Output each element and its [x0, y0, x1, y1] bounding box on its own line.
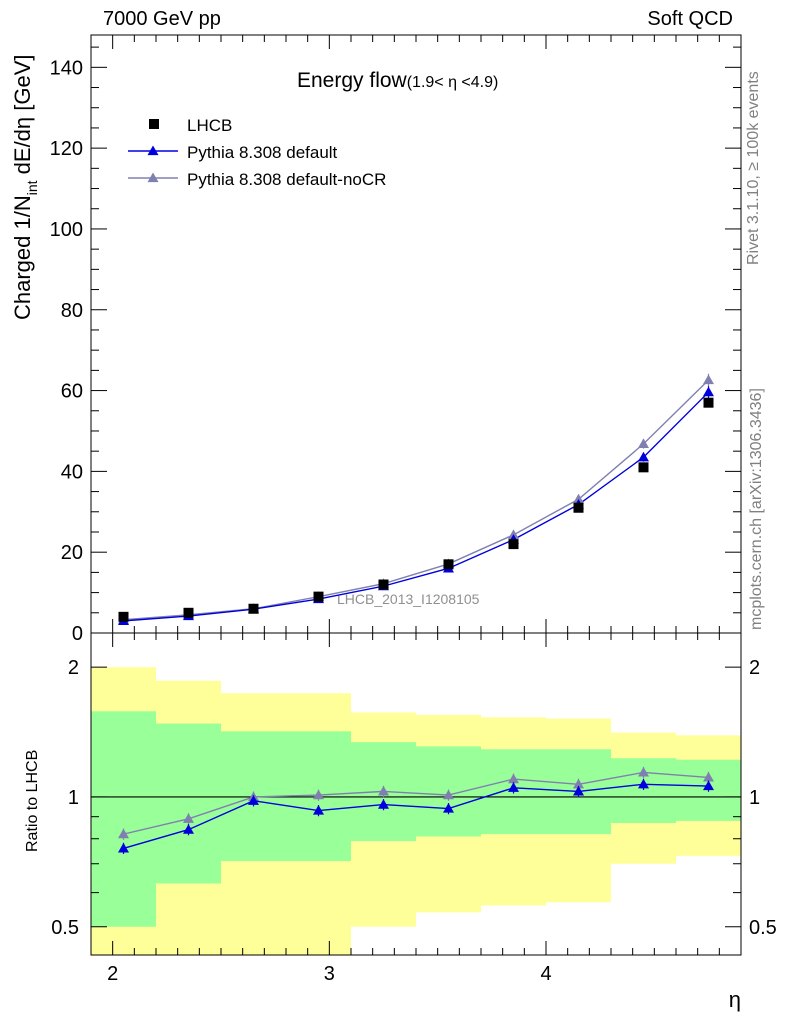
series-marker-nocr: [638, 438, 649, 449]
ratio-marker: [573, 778, 584, 789]
ratio-marker: [508, 773, 519, 784]
x-tick-label: 2: [107, 963, 118, 985]
legend-label-default: Pythia 8.308 default: [187, 143, 338, 162]
legend-marker-nocr: [147, 172, 159, 183]
series-line-default: [123, 391, 709, 622]
y-tick-label: 20: [61, 542, 83, 564]
ratio-y-tick-label: 1: [68, 787, 79, 809]
plot-title: Energy flow(1.9< η <4.9): [297, 69, 498, 92]
ratio-marker: [118, 828, 129, 839]
series-marker-default: [638, 451, 649, 462]
y-axis-label: Charged 1/Nint dE/dη [GeV]: [10, 54, 40, 320]
series-marker-nocr: [508, 529, 519, 539]
ratio-y-tick-label: 2: [68, 657, 79, 679]
lhcb-data-point: [248, 603, 259, 614]
header-left: 7000 GeV pp: [103, 8, 221, 30]
y-tick-label: 40: [61, 461, 83, 483]
y-tick-label: 60: [61, 381, 83, 403]
ratio-series-line: [123, 771, 709, 835]
lhcb-data-point: [508, 539, 519, 550]
series-line-nocr: [123, 379, 709, 621]
legend-marker-lhcb: [149, 119, 159, 129]
ratio-marker: [443, 803, 454, 813]
ratio-marker: [313, 805, 324, 815]
band-green-bin: [156, 723, 221, 884]
y-tick-label: 100: [50, 219, 83, 241]
legend-label-nocr: Pythia 8.308 default-noCR: [187, 170, 386, 189]
analysis-watermark: LHCB_2013_I1208105: [337, 591, 480, 607]
x-tick-label: 3: [324, 963, 335, 985]
ratio-marker: [443, 789, 454, 800]
ratio-axis-label: Ratio to LHCB: [24, 750, 41, 852]
ratio-marker: [313, 789, 324, 800]
x-tick-label: 4: [540, 963, 551, 985]
y-tick-label: 140: [50, 57, 83, 79]
band-green-bin: [91, 711, 156, 927]
lhcb-data-point: [183, 607, 194, 618]
ratio-y-tick-label-right: 2: [749, 657, 760, 679]
x-axis-label: η: [729, 987, 741, 1012]
series-marker-nocr: [573, 493, 584, 504]
ratio-marker: [183, 813, 194, 823]
lhcb-data-point: [378, 579, 389, 590]
ratio-marker: [118, 842, 129, 853]
ratio-marker: [703, 771, 714, 782]
legend-marker-default: [147, 145, 159, 156]
ratio-marker: [703, 780, 714, 791]
lhcb-data-point: [443, 559, 454, 570]
ratio-marker: [183, 824, 194, 834]
y-tick-label: 80: [61, 300, 83, 322]
ratio-marker: [573, 785, 584, 796]
ratio-marker: [508, 782, 519, 792]
legend-label-lhcb: LHCB: [187, 116, 232, 135]
ratio-marker: [378, 785, 389, 796]
series-marker-nocr: [703, 374, 714, 385]
lhcb-data-point: [118, 611, 129, 622]
y-tick-label: 120: [50, 138, 83, 160]
header-right: Soft QCD: [647, 8, 733, 30]
ratio-marker: [638, 766, 649, 777]
ratio-y-tick-label-right: 1: [749, 787, 760, 809]
series-marker-default: [703, 386, 714, 397]
ratio-y-tick-label: 0.5: [51, 917, 79, 939]
y-tick-label: 0: [72, 623, 83, 645]
lhcb-data-point: [573, 502, 584, 513]
lhcb-data-point: [703, 397, 714, 408]
lhcb-data-point: [638, 462, 649, 473]
ratio-marker: [378, 799, 389, 809]
ratio-marker: [638, 778, 649, 789]
ratio-series-line: [123, 783, 709, 850]
lhcb-data-point: [313, 591, 324, 602]
ratio-marker: [248, 795, 259, 805]
ratio-y-tick-label-right: 0.5: [749, 917, 777, 939]
